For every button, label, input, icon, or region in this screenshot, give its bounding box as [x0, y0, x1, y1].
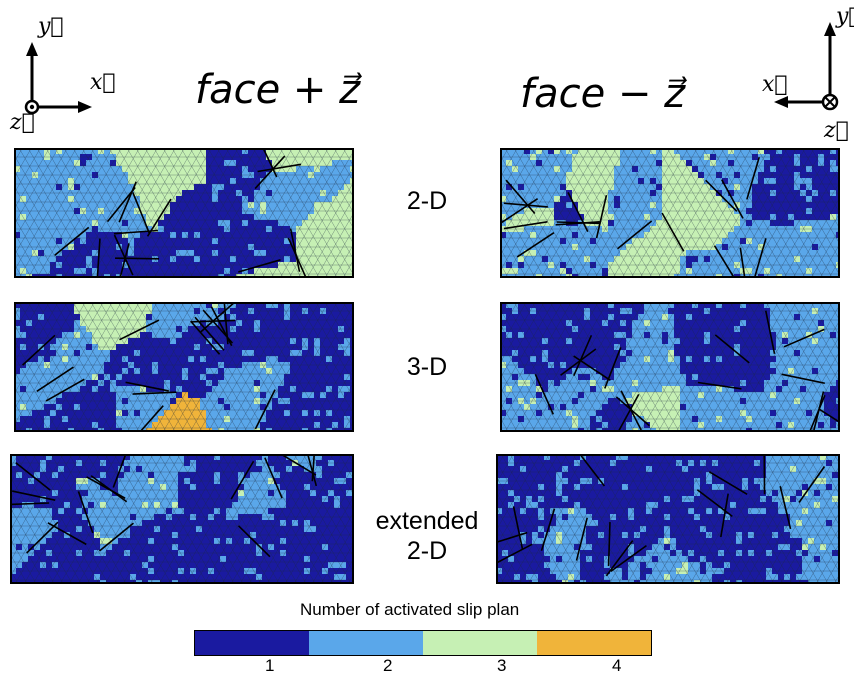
panel-extended-2d-face-plus-z — [10, 454, 354, 584]
panel-frame — [14, 148, 354, 278]
grain-boundaries — [54, 148, 307, 278]
colorbar-segment-2 — [309, 631, 423, 655]
fe-mesh — [10, 454, 354, 584]
colorbar — [194, 630, 652, 656]
colorbar-segment-3 — [423, 631, 537, 655]
panel-3d-face-minus-z — [500, 302, 840, 432]
column-title-left: face + z⃗ — [195, 67, 361, 113]
grain-boundaries — [500, 156, 767, 278]
panel-2d-face-minus-z — [500, 148, 840, 278]
axis-x-label-right: x⃗ — [762, 72, 788, 97]
panel-frame — [10, 454, 354, 584]
row-label-extended-2d: extended 2-D — [375, 507, 479, 565]
axis-triad-right-arrows — [774, 22, 839, 111]
axis-triad-right: y⃗ x⃗ z⃗ — [748, 4, 854, 144]
colorbar-tick-1: 1 — [265, 656, 275, 675]
panel-frame — [500, 302, 840, 432]
row-label-2d: 2-D — [406, 187, 448, 215]
panel-extended-2d-face-minus-z — [496, 454, 840, 584]
fe-mesh — [500, 302, 840, 432]
axis-triad-left: y⃗ x⃗ z⃗ — [8, 12, 118, 135]
axis-y-label-left: y⃗ — [38, 14, 64, 39]
fe-mesh — [14, 302, 354, 432]
panel-frame — [496, 454, 840, 584]
axis-x-label-left: x⃗ — [90, 70, 116, 95]
colorbar-title: Number of activated slip plan — [300, 600, 520, 619]
grain-boundaries — [22, 302, 276, 432]
axis-z-label-left: z⃗ — [10, 110, 35, 135]
colorbar-tick-3: 3 — [497, 656, 507, 675]
colorbar-segment-4 — [537, 631, 651, 655]
grain-boundaries — [534, 310, 840, 432]
column-title-right: face − z⃗ — [520, 71, 686, 117]
panel-frame — [14, 302, 354, 432]
fe-mesh — [496, 454, 840, 584]
panel-frame — [500, 148, 840, 278]
axis-triad-left-arrows — [24, 42, 92, 115]
colorbar-segment-1 — [195, 631, 309, 655]
row-label-3d: 3-D — [406, 353, 448, 381]
axis-y-label-right: y⃗ — [836, 6, 854, 28]
grain-boundaries — [10, 454, 318, 558]
slip-map — [14, 148, 354, 278]
colorbar-tick-4: 4 — [612, 656, 622, 675]
grain-boundaries — [496, 454, 826, 577]
axis-z-label-right: z⃗ — [824, 118, 849, 143]
panel-2d-face-plus-z — [14, 148, 354, 278]
panel-3d-face-plus-z — [14, 302, 354, 432]
colorbar-tick-2: 2 — [383, 656, 393, 675]
